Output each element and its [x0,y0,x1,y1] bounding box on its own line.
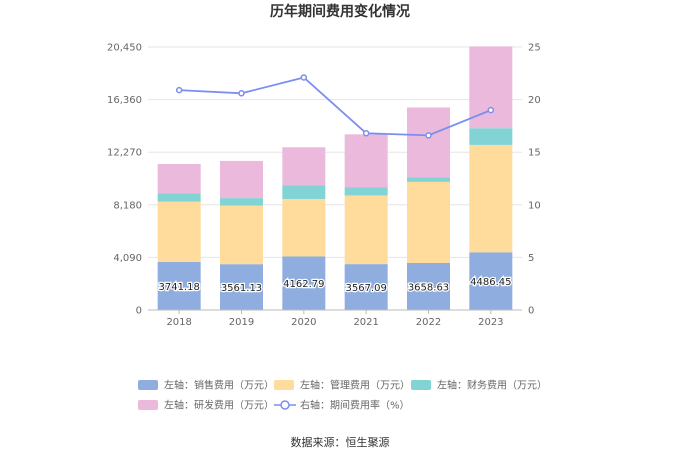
chart-title: 历年期间费用变化情况 [270,3,410,20]
bar-segment [469,128,513,145]
bar-segment [469,144,513,253]
bar-segment [407,107,450,178]
bar-segment [344,195,388,265]
right-tick-label: 0 [528,306,534,317]
legend-label: 右轴：期间费用率（%） [300,399,410,412]
grid-lines [148,46,522,258]
legend-label: 左轴：管理费用（万元） [300,379,410,392]
x-tick-label: 2018 [166,317,191,328]
legend-item: 左轴：管理费用（万元） [274,379,410,392]
rate-point [300,74,308,81]
legend-item: 左轴：销售费用（万元） [138,379,274,392]
x-axis: 2018 2019 2020 2021 2022 2023 [148,309,522,328]
legend-line-marker [280,400,290,410]
bar-segment [469,46,513,129]
bar-segment [344,187,388,196]
x-tick-label: 2020 [291,317,316,328]
rate-point [487,106,495,114]
right-tick-label: 25 [528,43,541,54]
bar-segment [157,201,201,262]
rate-point [425,132,432,139]
bar-segment [157,164,201,194]
bar-segment [157,261,201,310]
bar-segment [344,264,388,310]
right-tick-label: 10 [528,200,541,211]
x-tick-label: 2022 [416,317,441,328]
bar-segment [220,264,263,310]
bar-segment [282,198,326,257]
legend: 左轴：销售费用（万元） 左轴：管理费用（万元） 左轴：财务费用（万元） 左轴：研发费用… [138,379,547,412]
right-tick-label: 20 [528,95,541,106]
rate-point [362,130,370,137]
right-axis: 0 5 10 15 20 25 [528,43,541,317]
left-tick-label: 20,450 [107,43,142,54]
bar-data-label: 3567.09 [345,283,386,294]
bar-segment [220,160,263,199]
bar-segment [282,185,326,199]
bar-segment [407,181,450,263]
bar-segment [469,252,513,310]
bar-segment [282,256,326,310]
legend-item: 左轴：财务费用（万元） [411,379,547,392]
bar-segment [157,193,201,202]
x-tick-label: 2021 [353,317,378,328]
legend-swatch [274,380,294,390]
left-tick-label: 8,180 [113,200,142,211]
left-tick-label: 16,360 [107,95,142,106]
bar-data-label: 3561.13 [221,283,262,294]
bar-segment [407,177,450,182]
legend-label: 左轴：研发费用（万元） [164,399,274,412]
rate-series-line [179,76,492,137]
bar-segment [407,262,450,310]
bar-segment [220,198,263,206]
right-tick-label: 5 [528,253,534,264]
left-tick-label: 12,270 [107,148,142,159]
x-tick-label: 2023 [478,317,503,328]
bar-data-label: 4162.79 [283,279,324,290]
x-tick-label: 2019 [229,317,254,328]
rate-point [175,86,183,94]
bars: 3741.18 3561.13 4162.79 3567.09 3658.63 4486.… [157,46,513,310]
bar-segment [344,134,388,188]
bar-segment [282,147,326,186]
left-axis: 0 4,090 8,180 12,270 16,360 20,450 [107,43,142,317]
bar-data-label: 3741.18 [158,282,199,293]
rate-line [175,74,495,139]
legend-label: 左轴：销售费用（万元） [164,379,274,392]
legend-item: 右轴：期间费用率（%） [274,399,410,412]
bar-data-label: 4486.45 [470,277,511,288]
left-tick-label: 4,090 [113,253,142,264]
rate-point [238,90,245,97]
source-note: 数据来源：恒生聚源 [291,435,390,449]
legend-swatch [138,380,158,390]
left-tick-label: 0 [136,306,142,317]
right-tick-label: 15 [528,148,541,159]
legend-item: 左轴：研发费用（万元） [138,399,274,412]
legend-swatch [138,400,158,410]
legend-label: 左轴：财务费用（万元） [437,379,547,392]
bar-segment [220,205,263,265]
legend-swatch [411,380,431,390]
bar-data-label: 3658.63 [408,282,449,293]
